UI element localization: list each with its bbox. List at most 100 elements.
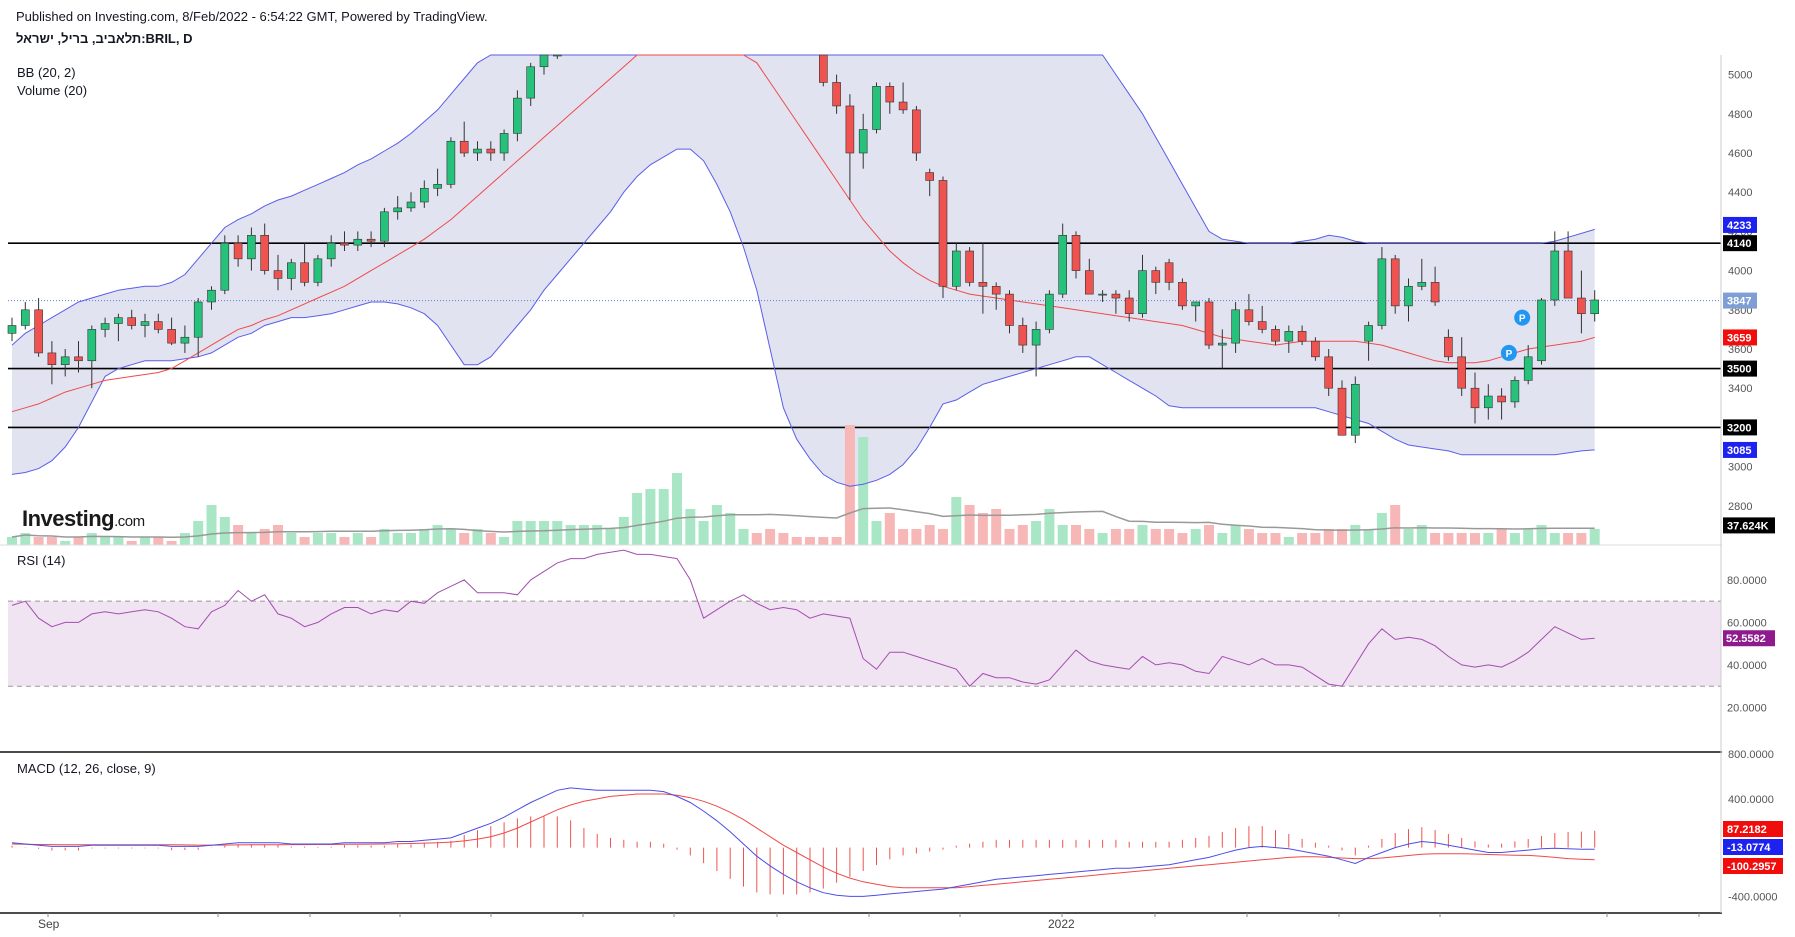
candle-body	[872, 86, 881, 130]
volume-bar	[605, 529, 616, 545]
candle-body	[1151, 270, 1161, 283]
candle-body	[433, 184, 442, 189]
volume-bar	[1164, 529, 1175, 545]
volume-bar	[938, 529, 948, 545]
volume-bar	[552, 521, 563, 545]
candle-body	[951, 250, 961, 287]
volume-bar	[565, 525, 576, 545]
candle-body	[885, 86, 895, 103]
volume-bar	[179, 533, 190, 545]
candle-body	[1484, 395, 1493, 409]
volume-bar	[658, 489, 669, 545]
candle-body	[845, 105, 855, 154]
volume-bar	[1084, 529, 1095, 545]
price-label: 3500	[1727, 364, 1751, 376]
candle-body	[1457, 356, 1466, 389]
candle-body	[1324, 356, 1333, 389]
candle-body	[1231, 309, 1240, 344]
volume-bar	[206, 505, 217, 545]
candle-body	[220, 242, 230, 291]
volume-bar	[1483, 533, 1494, 545]
rsi-tick: 20.0000	[1727, 702, 1767, 714]
volume-bar	[246, 533, 257, 545]
candle-body	[419, 187, 429, 203]
volume-bar	[1217, 533, 1228, 545]
volume-bar	[618, 517, 629, 545]
candle-body	[1284, 331, 1294, 342]
price-axis: 5000480046004400420040003800360034003200…	[1723, 70, 1775, 534]
price-label: 3200	[1727, 422, 1751, 434]
candle-body	[965, 250, 974, 283]
volume-bar	[685, 509, 696, 545]
volume-bar	[1523, 529, 1534, 545]
candle-body	[20, 309, 30, 326]
rsi-legend[interactable]: RSI (14)	[17, 553, 66, 568]
volume-bar	[977, 513, 988, 545]
volume-bar	[711, 505, 722, 545]
volume-bar	[1044, 509, 1055, 545]
price-label: 4140	[1727, 238, 1751, 250]
macd-label: -100.2957	[1727, 861, 1777, 873]
volume-bar	[379, 529, 390, 545]
volume-bar	[1337, 529, 1347, 545]
volume-bar	[924, 525, 935, 545]
volume-bar	[539, 521, 549, 545]
candle-body	[140, 321, 150, 326]
volume-bar	[1177, 533, 1188, 545]
main-pane: PP	[7, 54, 1721, 545]
p-marker-label: P	[1506, 349, 1513, 360]
volume-bar	[1137, 525, 1148, 545]
rsi-tick: 80.0000	[1727, 575, 1767, 587]
volume-bar	[326, 533, 337, 545]
bb-legend[interactable]: BB (20, 2)	[17, 65, 76, 80]
volume-bar	[445, 529, 456, 545]
candle-body	[513, 97, 522, 134]
volume-bar	[1204, 525, 1214, 545]
candle-body	[207, 289, 216, 303]
volume-bar	[1416, 525, 1427, 545]
price-label-bg	[1723, 517, 1775, 534]
candle-body	[1590, 299, 1599, 315]
volume-bar	[259, 529, 270, 545]
candle-body	[1497, 395, 1506, 403]
candle-body	[154, 321, 163, 330]
volume-bar	[33, 537, 44, 545]
volume-bar	[1310, 533, 1321, 545]
volume-bar	[1057, 525, 1068, 545]
candle-body	[898, 101, 908, 111]
candle-body	[114, 317, 123, 324]
candle-body	[486, 148, 496, 154]
volume-bar	[1350, 525, 1361, 545]
volume-bar	[698, 521, 709, 545]
volume-bar	[299, 537, 310, 545]
volume-bar	[1443, 533, 1454, 545]
candle-body	[1124, 297, 1134, 315]
volume-legend[interactable]: Volume (20)	[17, 83, 88, 98]
candle-body	[74, 356, 83, 362]
candle-body	[60, 356, 70, 365]
candle-body	[1085, 270, 1094, 295]
price-tick: 5000	[1728, 70, 1752, 82]
volume-bar	[1430, 533, 1441, 545]
candle-body	[832, 82, 841, 107]
rsi-tick: 60.0000	[1727, 617, 1767, 629]
candle-body	[366, 238, 376, 242]
volume-bar	[1124, 529, 1135, 545]
candle-body	[100, 323, 110, 330]
volume-bar	[725, 513, 736, 545]
price-label-bg	[1723, 216, 1757, 233]
candle-body	[499, 133, 509, 154]
macd-histogram	[11, 816, 1596, 895]
volume-bar	[60, 541, 71, 545]
price-tick: 4400	[1728, 187, 1752, 199]
volume-bar	[46, 537, 57, 545]
price-label: 3659	[1727, 332, 1751, 344]
volume-bar	[898, 529, 909, 545]
price-tick: 3000	[1728, 462, 1752, 474]
macd-legend[interactable]: MACD (12, 26, close, 9)	[17, 761, 156, 776]
macd-pane	[11, 787, 1596, 897]
volume-bar	[1549, 533, 1560, 545]
candle-body	[858, 129, 868, 154]
price-label: 3085	[1727, 445, 1751, 457]
